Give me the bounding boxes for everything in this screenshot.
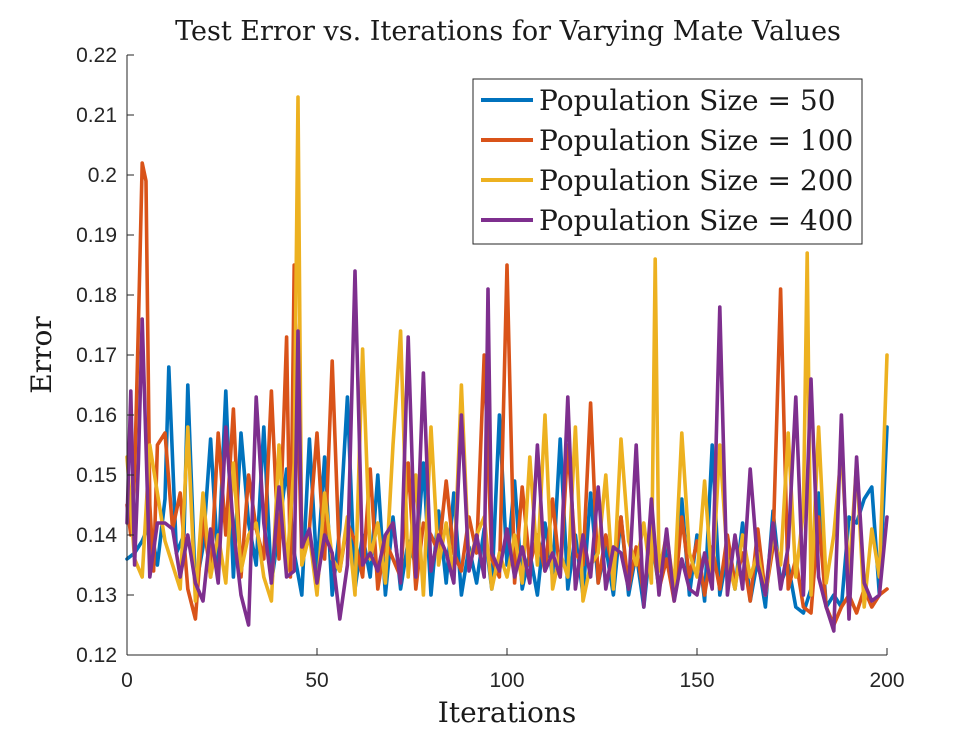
y-tick-label: 0.2	[88, 164, 117, 187]
x-tick-label: 200	[869, 669, 904, 692]
y-tick-label: 0.21	[76, 104, 117, 127]
y-tick-label: 0.18	[76, 284, 117, 307]
legend-label: Population Size = 200	[539, 164, 853, 197]
series-line-4	[125, 269, 889, 633]
chart-title: Test Error vs. Iterations for Varying Ma…	[175, 16, 841, 47]
y-axis-label: Error	[25, 316, 58, 394]
x-tick-label: 100	[489, 669, 524, 692]
legend-label: Population Size = 100	[539, 124, 853, 157]
legend: Population Size = 50 Population Size = 10…	[472, 78, 863, 245]
x-tick-label: 50	[305, 669, 328, 692]
legend-box	[472, 78, 863, 245]
y-tick-label: 0.17	[76, 344, 117, 367]
y-tick-label: 0.15	[76, 464, 117, 487]
x-tick-label: 0	[121, 669, 133, 692]
y-tick-label: 0.19	[76, 224, 117, 247]
x-axis-label: Iterations	[438, 696, 576, 729]
y-tick-label: 0.12	[76, 644, 117, 667]
y-tick-label: 0.14	[76, 524, 117, 547]
y-tick-label: 0.22	[76, 44, 117, 67]
legend-label: Population Size = 400	[539, 204, 853, 237]
legend-label: Population Size = 50	[539, 84, 836, 117]
x-tick-label: 150	[679, 669, 714, 692]
y-tick-label: 0.13	[76, 584, 117, 607]
plot-area: 0 50 100 150 200 0.12 0.13 0.14 0.15 0.16 0.17 0.18…	[76, 44, 904, 692]
y-tick-label: 0.16	[76, 404, 117, 427]
